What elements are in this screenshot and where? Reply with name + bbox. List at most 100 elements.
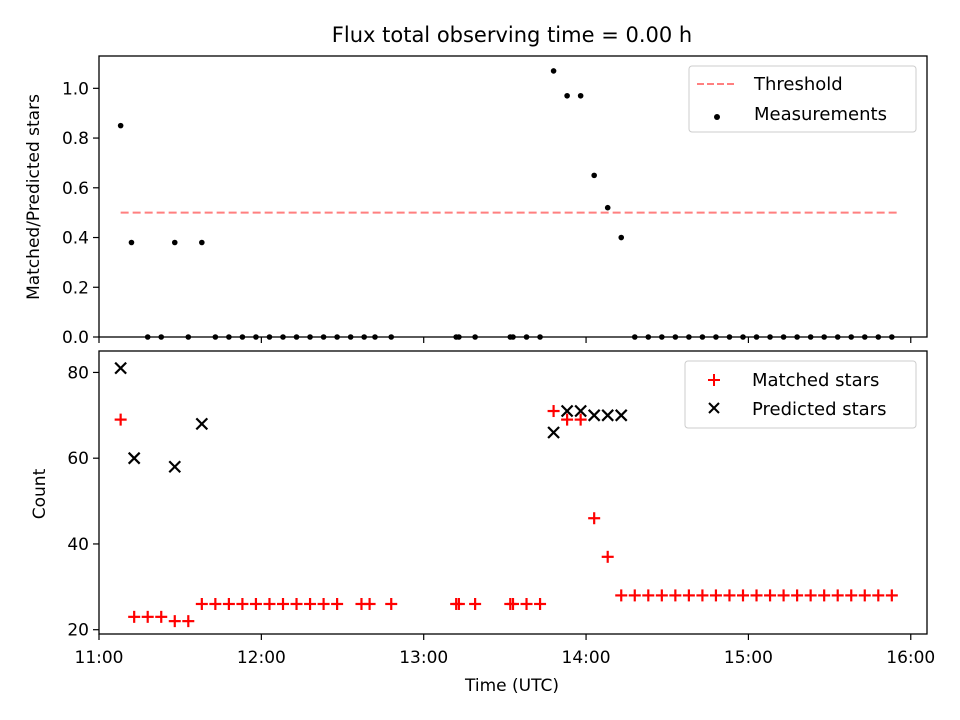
matched-star-point xyxy=(737,589,749,602)
matched-star-point xyxy=(304,597,317,610)
matched-star-point xyxy=(628,589,641,602)
matched-star-point xyxy=(682,589,695,602)
legend-threshold-label: Threshold xyxy=(753,74,843,95)
matched-star-point xyxy=(195,597,208,610)
top-y-tick-label: 1.0 xyxy=(62,79,89,99)
predicted-star-point xyxy=(195,417,209,431)
bottom-y-tick-label: 40 xyxy=(67,535,89,555)
measurement-point xyxy=(199,239,205,246)
matched-star-point xyxy=(141,610,154,623)
matched-star-point xyxy=(182,615,195,628)
bottom-panel-marks xyxy=(114,361,898,628)
legend-measurements-swatch xyxy=(714,114,720,120)
bottom-panel-y-label: Count xyxy=(30,468,50,519)
top-y-tick-label: 0.2 xyxy=(62,278,89,298)
top-panel-frame xyxy=(98,55,928,338)
matched-star-point xyxy=(831,589,844,602)
matched-star-point xyxy=(249,597,262,610)
matched-star-point xyxy=(534,597,547,610)
predicted-star-point xyxy=(587,409,601,422)
matched-star-point xyxy=(615,589,628,602)
matched-star-point xyxy=(114,413,127,426)
matched-star-point xyxy=(507,597,519,610)
measurement-point xyxy=(128,239,135,246)
matched-star-point xyxy=(588,512,601,525)
matched-star-point xyxy=(155,610,168,623)
matched-star-point xyxy=(818,589,831,602)
bottom-x-tick-label: 16:00 xyxy=(886,648,935,668)
top-legend: Threshold Measurements xyxy=(688,65,917,133)
predicted-star-point xyxy=(168,460,182,474)
top-y-tick-label: 0.6 xyxy=(62,179,89,199)
matched-star-point xyxy=(128,610,141,623)
predicted-star-stroke-b xyxy=(560,404,574,418)
bottom-panel-y-axis: 20 40 60 80 xyxy=(67,363,99,641)
matched-star-point xyxy=(885,589,898,602)
matched-star-point xyxy=(277,597,289,610)
legend-predicted-label: Predicted stars xyxy=(752,399,886,420)
bottom-x-tick-label: 14:00 xyxy=(562,648,611,668)
figure-title: Flux total observing time = 0.00 h xyxy=(332,23,692,47)
matched-star-point xyxy=(709,589,722,602)
matched-star-point xyxy=(872,589,885,602)
matched-star-point xyxy=(520,597,533,610)
bottom-y-tick-label: 80 xyxy=(67,363,89,383)
predicted-star-point xyxy=(574,404,587,418)
matched-star-point xyxy=(696,589,709,602)
measurement-point xyxy=(564,92,570,99)
predicted-star-stroke-b xyxy=(601,409,614,422)
matched-star-point xyxy=(222,597,235,610)
bottom-x-tick-label: 12:00 xyxy=(237,648,286,668)
matched-star-point xyxy=(317,597,330,610)
matched-star-point xyxy=(845,589,858,602)
predicted-star-stroke-b xyxy=(587,409,601,422)
matched-star-point xyxy=(655,589,668,602)
matched-star-point xyxy=(469,597,482,610)
predicted-star-point xyxy=(114,361,127,375)
bottom-x-tick-label: 13:00 xyxy=(399,648,448,668)
predicted-star-point xyxy=(547,426,560,439)
measurement-point xyxy=(117,122,124,129)
legend-matched-label: Matched stars xyxy=(752,370,879,391)
measurement-point xyxy=(604,204,611,211)
bottom-x-tick-label: 11:00 xyxy=(75,648,124,668)
predicted-star-point xyxy=(560,404,574,418)
top-y-tick-label: 0.4 xyxy=(62,229,89,249)
bottom-panel-frame xyxy=(98,350,928,635)
matched-star-point xyxy=(547,405,560,418)
matched-star-point xyxy=(750,589,763,602)
predicted-star-stroke-b xyxy=(127,451,141,465)
predicted-star-stroke-b xyxy=(114,361,127,375)
measurement-point xyxy=(577,92,584,99)
predicted-star-stroke-b xyxy=(195,417,209,431)
matched-star-point xyxy=(290,597,303,610)
matched-star-point xyxy=(642,589,655,602)
top-y-tick-label: 0.0 xyxy=(62,328,89,348)
matched-star-point xyxy=(574,413,587,426)
matched-star-point xyxy=(764,589,777,602)
predicted-star-point xyxy=(614,409,628,422)
bottom-y-tick-label: 60 xyxy=(67,449,89,469)
matched-star-point xyxy=(385,597,398,610)
matched-star-point xyxy=(723,589,736,602)
matched-star-point xyxy=(858,589,871,602)
bottom-y-tick-label: 20 xyxy=(67,621,89,641)
predicted-star-stroke-b xyxy=(574,404,587,418)
matched-star-point xyxy=(601,550,614,563)
matched-star-point xyxy=(263,597,276,610)
matched-star-point xyxy=(331,597,344,610)
matched-star-point xyxy=(777,589,790,602)
predicted-star-point xyxy=(601,409,614,422)
measurement-point xyxy=(618,234,625,241)
matched-star-point xyxy=(804,589,817,602)
matched-star-point xyxy=(791,589,804,602)
bottom-legend-box xyxy=(684,360,917,429)
top-panel: 0.0 0.2 0.4 0.6 0.8 1.0 Matched/Predicted sta… xyxy=(24,55,928,348)
bottom-panel-x-axis: 11:00 12:00 13:00 14:00 15:00 16:00 xyxy=(75,634,935,668)
bottom-x-tick-label: 15:00 xyxy=(724,648,773,668)
top-y-tick-label: 0.8 xyxy=(62,129,89,149)
matched-star-point xyxy=(209,597,222,610)
predicted-star-point xyxy=(127,451,141,465)
measurement-point xyxy=(591,172,597,179)
